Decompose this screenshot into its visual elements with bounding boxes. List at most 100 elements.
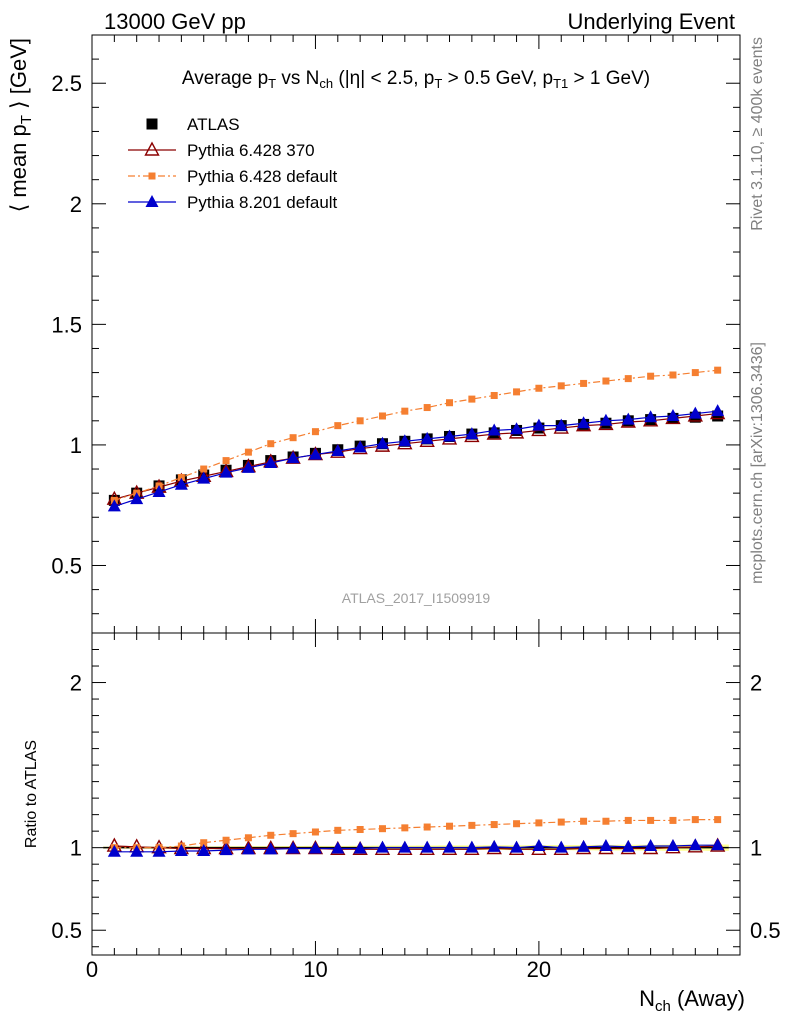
data-point-pythia-6-428-default bbox=[267, 440, 275, 448]
data-point-pythia-8-201-default bbox=[688, 406, 702, 419]
data-point-pythia-6-428-default bbox=[177, 473, 185, 481]
data-point-pythia-8-201-default bbox=[152, 844, 166, 857]
series-atlas bbox=[108, 410, 724, 506]
data-point-pythia-8-201-default bbox=[443, 429, 457, 442]
main-series-layer bbox=[106, 366, 726, 512]
y-tick-label-right: 1 bbox=[750, 836, 762, 861]
data-point-pythia-6-428-default bbox=[691, 816, 699, 824]
header-left: 13000 GeV pp bbox=[104, 9, 246, 34]
data-point-pythia-8-201-default bbox=[375, 436, 389, 449]
data-point-pythia-8-201-default bbox=[219, 465, 233, 478]
data-point-pythia-8-201-default bbox=[286, 841, 300, 854]
data-point-pythia-6-428-default bbox=[580, 379, 588, 387]
data-point-pythia-8-201-default bbox=[688, 838, 702, 851]
data-point-pythia-8-201-default bbox=[465, 840, 479, 853]
y-tick-label: 2 bbox=[70, 671, 82, 696]
data-point-pythia-6-428-default bbox=[513, 388, 521, 396]
data-point-pythia-6-428-default bbox=[602, 817, 610, 825]
data-point-pythia-6-428-default bbox=[490, 821, 498, 829]
y-tick-label-right: 0.5 bbox=[750, 918, 781, 943]
data-point-pythia-6-428-default bbox=[423, 823, 431, 831]
data-point-pythia-8-201-default bbox=[443, 840, 457, 853]
data-point-pythia-6-428-default bbox=[244, 834, 252, 842]
data-point-pythia-6-428-default bbox=[691, 369, 699, 377]
data-point-pythia-8-201-default bbox=[532, 418, 546, 431]
data-point-pythia-8-201-default bbox=[241, 842, 255, 855]
y-tick-label: 2 bbox=[70, 192, 82, 217]
data-point-pythia-6-428-default bbox=[222, 457, 230, 465]
series-line-pythia-6-428-370 bbox=[114, 412, 718, 500]
data-point-pythia-8-201-default bbox=[286, 451, 300, 464]
series-line-pythia-6-428-default bbox=[114, 369, 718, 501]
data-point-pythia-6-428-default bbox=[468, 395, 476, 403]
y-tick-label: 1 bbox=[70, 836, 82, 861]
data-point-pythia-8-201-default bbox=[308, 447, 322, 460]
data-point-pythia-6-428-default bbox=[289, 830, 297, 838]
data-point-pythia-8-201-default bbox=[375, 840, 389, 853]
data-point-pythia-8-201-default bbox=[353, 841, 367, 854]
data-point-pythia-8-201-default bbox=[599, 413, 613, 426]
data-point-pythia-8-201-default bbox=[487, 423, 501, 436]
y-axis-label: ⟨ mean pT ⟩ [GeV] bbox=[6, 38, 35, 212]
data-point-pythia-8-201-default bbox=[644, 839, 658, 852]
data-point-pythia-6-428-default bbox=[714, 816, 722, 824]
x-tick-label: 20 bbox=[527, 957, 551, 982]
y-tick-label: 0.5 bbox=[51, 918, 82, 943]
data-point-pythia-6-428-default bbox=[557, 382, 565, 390]
x-tick-label: 10 bbox=[303, 957, 327, 982]
series-line-pythia-8-201-default bbox=[114, 844, 718, 853]
data-point-pythia-8-201-default bbox=[398, 840, 412, 853]
data-point-pythia-8-201-default bbox=[420, 840, 434, 853]
chart-title: Average pT vs Nch (|η| < 2.5, pT > 0.5 G… bbox=[182, 68, 650, 91]
data-point-pythia-8-201-default bbox=[398, 434, 412, 447]
data-point-pythia-8-201-default bbox=[666, 839, 680, 852]
data-point-pythia-6-428-default bbox=[200, 839, 208, 847]
data-point-pythia-6-428-default bbox=[401, 824, 409, 832]
legend-label: Pythia 8.201 default bbox=[187, 193, 338, 212]
data-point-pythia-6-428-default bbox=[200, 465, 208, 473]
series-pythia-8-201-default bbox=[107, 838, 725, 857]
data-point-pythia-8-201-default bbox=[264, 842, 278, 855]
data-point-pythia-8-201-default bbox=[152, 484, 166, 497]
data-point-pythia-8-201-default bbox=[510, 840, 524, 853]
data-point-pythia-8-201-default bbox=[554, 418, 568, 431]
legend-entry-atlas: ATLAS bbox=[146, 115, 240, 134]
ratio-y-axis-label: Ratio to ATLAS bbox=[23, 740, 40, 848]
data-point-pythia-6-428-default bbox=[624, 375, 632, 383]
data-point-pythia-6-428-default bbox=[222, 836, 230, 844]
data-point-pythia-8-201-default bbox=[308, 841, 322, 854]
y-tick-label: 0.5 bbox=[51, 553, 82, 578]
series-line-pythia-8-201-default bbox=[114, 410, 718, 507]
data-point-pythia-6-428-default bbox=[334, 826, 342, 834]
data-point-pythia-8-201-default bbox=[465, 427, 479, 440]
data-point-pythia-8-201-default bbox=[420, 431, 434, 444]
data-point-pythia-6-428-default bbox=[446, 399, 454, 407]
data-point-pythia-6-428-default bbox=[490, 391, 498, 399]
data-point-pythia-6-428-default bbox=[557, 818, 565, 826]
data-point-pythia-8-201-default bbox=[174, 477, 188, 490]
y-tick-label: 2.5 bbox=[51, 71, 82, 96]
data-point-pythia-6-428-default bbox=[580, 817, 588, 825]
data-point-pythia-8-201-default bbox=[666, 408, 680, 421]
data-point-pythia-8-201-default bbox=[554, 840, 568, 853]
x-axis-label: Nch (Away) bbox=[639, 986, 745, 1015]
data-point-pythia-6-428-default bbox=[669, 816, 677, 824]
data-point-pythia-8-201-default bbox=[130, 492, 144, 505]
legend-marker bbox=[146, 118, 158, 130]
data-point-pythia-6-428-default bbox=[401, 407, 409, 415]
legend-entry-pythia-6-428-370: Pythia 6.428 370 bbox=[128, 141, 315, 160]
data-point-pythia-6-428-default bbox=[356, 826, 364, 834]
main-axes: 0.5 1 1.5 2 2.5 bbox=[51, 34, 741, 633]
legend-label: Pythia 6.428 default bbox=[187, 167, 338, 186]
data-point-pythia-8-201-default bbox=[331, 841, 345, 854]
y-tick-label: 1.5 bbox=[51, 312, 82, 337]
header-right: Underlying Event bbox=[567, 9, 735, 34]
data-point-pythia-8-201-default bbox=[197, 471, 211, 484]
data-point-pythia-8-201-default bbox=[577, 839, 591, 852]
analysis-watermark: ATLAS_2017_I1509919 bbox=[342, 590, 491, 606]
data-point-pythia-6-428-default bbox=[513, 820, 521, 828]
ratio-series-layer bbox=[106, 816, 726, 857]
mcplots-reference-label: mcplots.cern.ch [arXiv:1306.3436] bbox=[749, 342, 766, 584]
data-point-pythia-8-201-default bbox=[174, 843, 188, 856]
